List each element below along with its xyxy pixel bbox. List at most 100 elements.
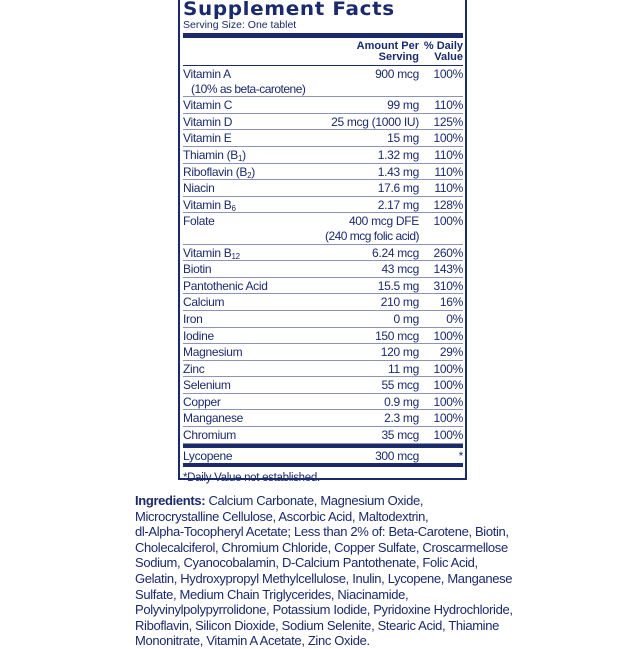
nutrient-row: Thiamin (B1) 1.32 mg 110% — [183, 147, 463, 164]
nutrient-amount: 1.32 mg — [377, 147, 420, 162]
ingredients-line: Mononitrate, Vitamin A Acetate, Zinc Oxi… — [135, 633, 513, 649]
nutrient-row: Biotin 43 mcg 143% — [183, 261, 463, 278]
ingredients-line: Sulfate, Medium Chain Triglycerides, Nia… — [135, 587, 513, 603]
nutrient-amount: 99 mg — [387, 98, 419, 113]
nutrient-dv: 110% — [434, 164, 463, 179]
nutrient-name: Vitamin B12 — [183, 245, 240, 261]
footnote: *Daily Value not established. — [183, 472, 320, 485]
nutrient-row: Magnesium 120 mg 29% — [183, 344, 463, 361]
ingredients-line: Ingredients: Calcium Carbonate, Magnesiu… — [135, 493, 513, 509]
nutrient-name: Magnesium — [183, 345, 243, 360]
ingredients-text: Sodium, Cyanocobalamin, D-Calcium Pantot… — [135, 555, 478, 571]
serving-size: Serving Size: One tablet — [183, 19, 297, 31]
nutrient-dv: 100% — [433, 131, 464, 146]
nutrient-row: Calcium 210 mg 16% — [183, 294, 463, 311]
nutrient-amount: 2.3 mg — [384, 411, 419, 426]
ingredients-text: Mononitrate, Vitamin A Acetate, Zinc Oxi… — [135, 633, 370, 649]
nutrient-row: Niacin 17.6 mg 110% — [183, 180, 463, 197]
nutrient-row: Vitamin B12 6.24 mcg 260% — [183, 245, 463, 262]
header-dv-2: Value — [434, 51, 463, 63]
thick-divider — [183, 33, 463, 38]
ingredients-text: Sulfate, Medium Chain Triglycerides, Nia… — [135, 586, 409, 602]
ingredients-line: Gelatin, Hydroxypropyl Methylcellulose, … — [135, 571, 513, 587]
nutrient-amount: 2.17 mg — [377, 197, 420, 212]
header-dv: % Daily — [423, 40, 463, 52]
nutrient-name: Vitamin C — [183, 98, 233, 113]
nutrient-amount: 43 mcg — [381, 262, 419, 277]
nutrient-name: Lycopene — [183, 448, 233, 463]
column-header: Amount Per Serving % Daily Value — [183, 38, 463, 66]
nutrient-amount: 6.24 mcg — [372, 245, 419, 260]
nutrient-row: Vitamin B6 2.17 mg 128% — [183, 197, 463, 214]
nutrient-dv: 100% — [433, 394, 464, 409]
nutrient-dv: 100% — [433, 328, 464, 343]
nutrient-name: Chromium — [183, 428, 236, 443]
ingredients-line: Cholecalciferol, Chromium Chloride, Copp… — [135, 540, 513, 556]
nutrient-name: Vitamin B6 — [183, 197, 236, 213]
header-amount: Amount Per — [356, 40, 419, 52]
ingredients: Ingredients: Calcium Carbonate, Magnesiu… — [135, 493, 513, 649]
nutrient-name: Manganese — [183, 411, 244, 426]
ingredients-line: Sodium, Cyanocobalamin, D-Calcium Pantot… — [135, 555, 513, 571]
ingredients-label: Ingredients: — [135, 493, 206, 508]
nutrient-dv: 143% — [433, 262, 464, 277]
nutrient-row: Selenium 55 mcg 100% — [183, 377, 463, 394]
nutrient-amount: 17.6 mg — [377, 181, 420, 196]
nutrient-amount: 400 mcg DFE (240 mcg folic acid) — [311, 214, 420, 243]
nutrient-dv: 260% — [433, 245, 464, 260]
nutrient-row: Pantothenic Acid 15.5 mg 310% — [183, 278, 463, 295]
nutrient-amount: 1.43 mg — [377, 164, 420, 179]
nutrient-amount: 300 mcg — [375, 448, 419, 463]
nutrient-name: Vitamin A (10% as beta-carotene) — [183, 67, 311, 96]
nutrient-dv: 110% — [434, 181, 463, 196]
nutrient-name: Copper — [183, 394, 221, 409]
nutrient-row: Zinc 11 mg 100% — [183, 361, 463, 378]
thick-divider — [183, 463, 463, 468]
nutrient-dv: 100% — [433, 214, 464, 229]
ingredients-text: dl-Alpha-Tocopheryl Acetate; Less than 2… — [135, 524, 509, 540]
nutrient-row-lycopene: Lycopene 300 mcg * — [183, 448, 463, 464]
ingredients-text: Polyvinylpolypyrrolidone, Potassium Iodi… — [135, 602, 513, 618]
nutrient-name: Riboflavin (B2) — [183, 164, 255, 180]
nutrient-row: Copper 0.9 mg 100% — [183, 394, 463, 411]
nutrient-name: Zinc — [183, 361, 205, 376]
nutrient-name: Thiamin (B1) — [183, 147, 246, 163]
nutrient-row: Iodine 150 mcg 100% — [183, 328, 463, 345]
nutrient-row: Riboflavin (B2) 1.43 mg 110% — [183, 164, 463, 181]
ingredients-line: dl-Alpha-Tocopheryl Acetate; Less than 2… — [135, 524, 513, 540]
ingredients-line: Microcrystalline Cellulose, Ascorbic Aci… — [135, 509, 513, 525]
nutrient-name: Iodine — [183, 328, 214, 343]
nutrient-amount-detail: (240 mcg folic acid) — [324, 228, 420, 243]
nutrient-dv: 310% — [433, 278, 464, 293]
nutrient-dv: 29% — [439, 345, 463, 360]
nutrient-row: Vitamin A (10% as beta-carotene) 900 mcg 10… — [183, 66, 464, 98]
nutrient-name: Biotin — [183, 262, 212, 277]
nutrient-dv: 125% — [433, 114, 464, 129]
header-amount-2: Serving — [378, 51, 419, 63]
nutrient-dv: 0% — [446, 311, 463, 326]
nutrient-name: Iron — [183, 311, 203, 326]
nutrient-amount: 15 mg — [387, 131, 419, 146]
nutrient-row: Vitamin D 25 mcg (1000 IU) 125% — [183, 114, 463, 131]
nutrient-row: Manganese 2.3 mg 100% — [183, 410, 463, 428]
nutrient-row: Vitamin E 15 mg 100% — [183, 130, 463, 147]
nutrient-amount: 35 mcg — [381, 428, 419, 443]
nutrient-amount: 25 mcg (1000 IU) — [331, 114, 419, 129]
nutrient-row: Vitamin C 99 mg 110% — [183, 97, 463, 114]
nutrient-name: Pantothenic Acid — [183, 278, 268, 293]
nutrient-dv: 110% — [434, 147, 463, 162]
supplement-facts-panel: Supplement Facts Serving Size: One table… — [178, 0, 467, 484]
nutrient-amount: 15.5 mg — [377, 278, 420, 293]
nutrient-row: Folate 400 mcg DFE (240 mcg folic acid) 100… — [183, 213, 464, 245]
ingredients-line: Polyvinylpolypyrrolidone, Potassium Iodi… — [135, 602, 513, 618]
nutrient-name: Vitamin D — [183, 114, 233, 129]
ingredients-text: Cholecalciferol, Chromium Chloride, Copp… — [135, 539, 508, 555]
ingredients-text: Gelatin, Hydroxypropyl Methylcellulose, … — [135, 570, 513, 586]
nutrient-dv: 128% — [433, 197, 464, 212]
nutrient-amount: 0.9 mg — [384, 394, 419, 409]
nutrient-dv: 100% — [433, 67, 464, 81]
nutrient-note: (10% as beta-carotene) — [191, 81, 306, 96]
nutrient-dv: 100% — [433, 428, 464, 443]
nutrient-amount: 210 mg — [380, 295, 420, 310]
nutrient-name: Vitamin E — [183, 131, 232, 146]
